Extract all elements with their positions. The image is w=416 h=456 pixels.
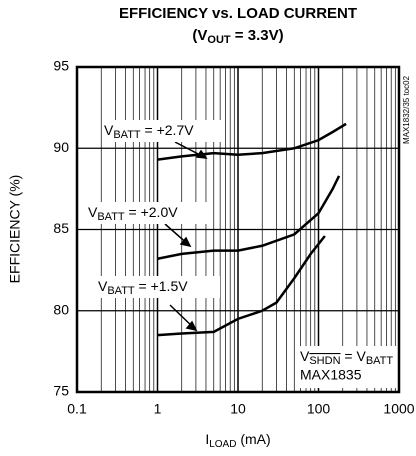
- subtitle-main: (V: [192, 27, 207, 44]
- note-sub: SHDN: [309, 355, 340, 367]
- y-tick-label: 75: [53, 383, 69, 399]
- y-axis-label: EFFICIENCY (%): [7, 175, 23, 284]
- label-rest: = +2.7V: [141, 122, 195, 138]
- series-line: [157, 235, 326, 337]
- label-main: V: [88, 204, 98, 220]
- subtitle-rest: = 3.3V): [231, 27, 284, 44]
- x-tick-label: 0.1: [67, 401, 87, 417]
- side-text: MAX1832/35 toc02: [402, 75, 411, 144]
- arrowhead: [185, 320, 198, 332]
- label-sub: BATT: [97, 211, 125, 223]
- series-label: VBATT = +1.5V: [98, 278, 188, 297]
- subtitle-sub: OUT: [207, 34, 231, 46]
- x-tick-label: 100: [307, 401, 331, 417]
- y-tick-label: 85: [53, 220, 69, 236]
- arrowhead: [179, 236, 192, 248]
- xlabel-sub: LOAD: [209, 439, 236, 450]
- note-main: V: [300, 348, 310, 364]
- series-label: VBATT = +2.0V: [88, 204, 178, 223]
- series-line: [157, 175, 341, 260]
- note-sub: BATT: [366, 355, 394, 367]
- note: VSHDN = VBATT: [300, 348, 393, 367]
- note-line2: MAX1835: [300, 367, 362, 383]
- label-sub: BATT: [107, 285, 135, 297]
- y-tick-label: 90: [53, 139, 69, 155]
- label-rest: = +2.0V: [125, 204, 179, 220]
- chart-subtitle: (VOUT = 3.3V): [192, 27, 283, 46]
- label-bg: [96, 276, 220, 298]
- y-tick-label: 80: [53, 301, 69, 317]
- note-bg: [296, 346, 396, 388]
- series-label: VBATT = +2.7V: [104, 122, 194, 141]
- x-tick-label: 1: [154, 401, 162, 417]
- y-tick-label: 95: [53, 58, 69, 74]
- label-main: V: [98, 278, 108, 294]
- x-axis-label: ILOAD (mA): [205, 431, 270, 450]
- x-tick-label: 1000: [383, 401, 414, 417]
- x-tick-label: 10: [230, 401, 246, 417]
- label-main: V: [104, 122, 114, 138]
- plot-frame: [75, 65, 401, 394]
- annotations: [164, 141, 208, 332]
- xlabel-rest: (mA): [236, 431, 270, 447]
- label-sub: BATT: [113, 129, 141, 141]
- chart-title: EFFICIENCY vs. LOAD CURRENT: [119, 5, 357, 22]
- xlabel-main: I: [205, 431, 209, 447]
- label-bg: [102, 120, 224, 142]
- note-mid: = V: [341, 348, 367, 364]
- series-line: [157, 122, 347, 161]
- label-rest: = +1.5V: [135, 278, 189, 294]
- arrowhead: [195, 149, 208, 159]
- label-bg: [86, 202, 210, 224]
